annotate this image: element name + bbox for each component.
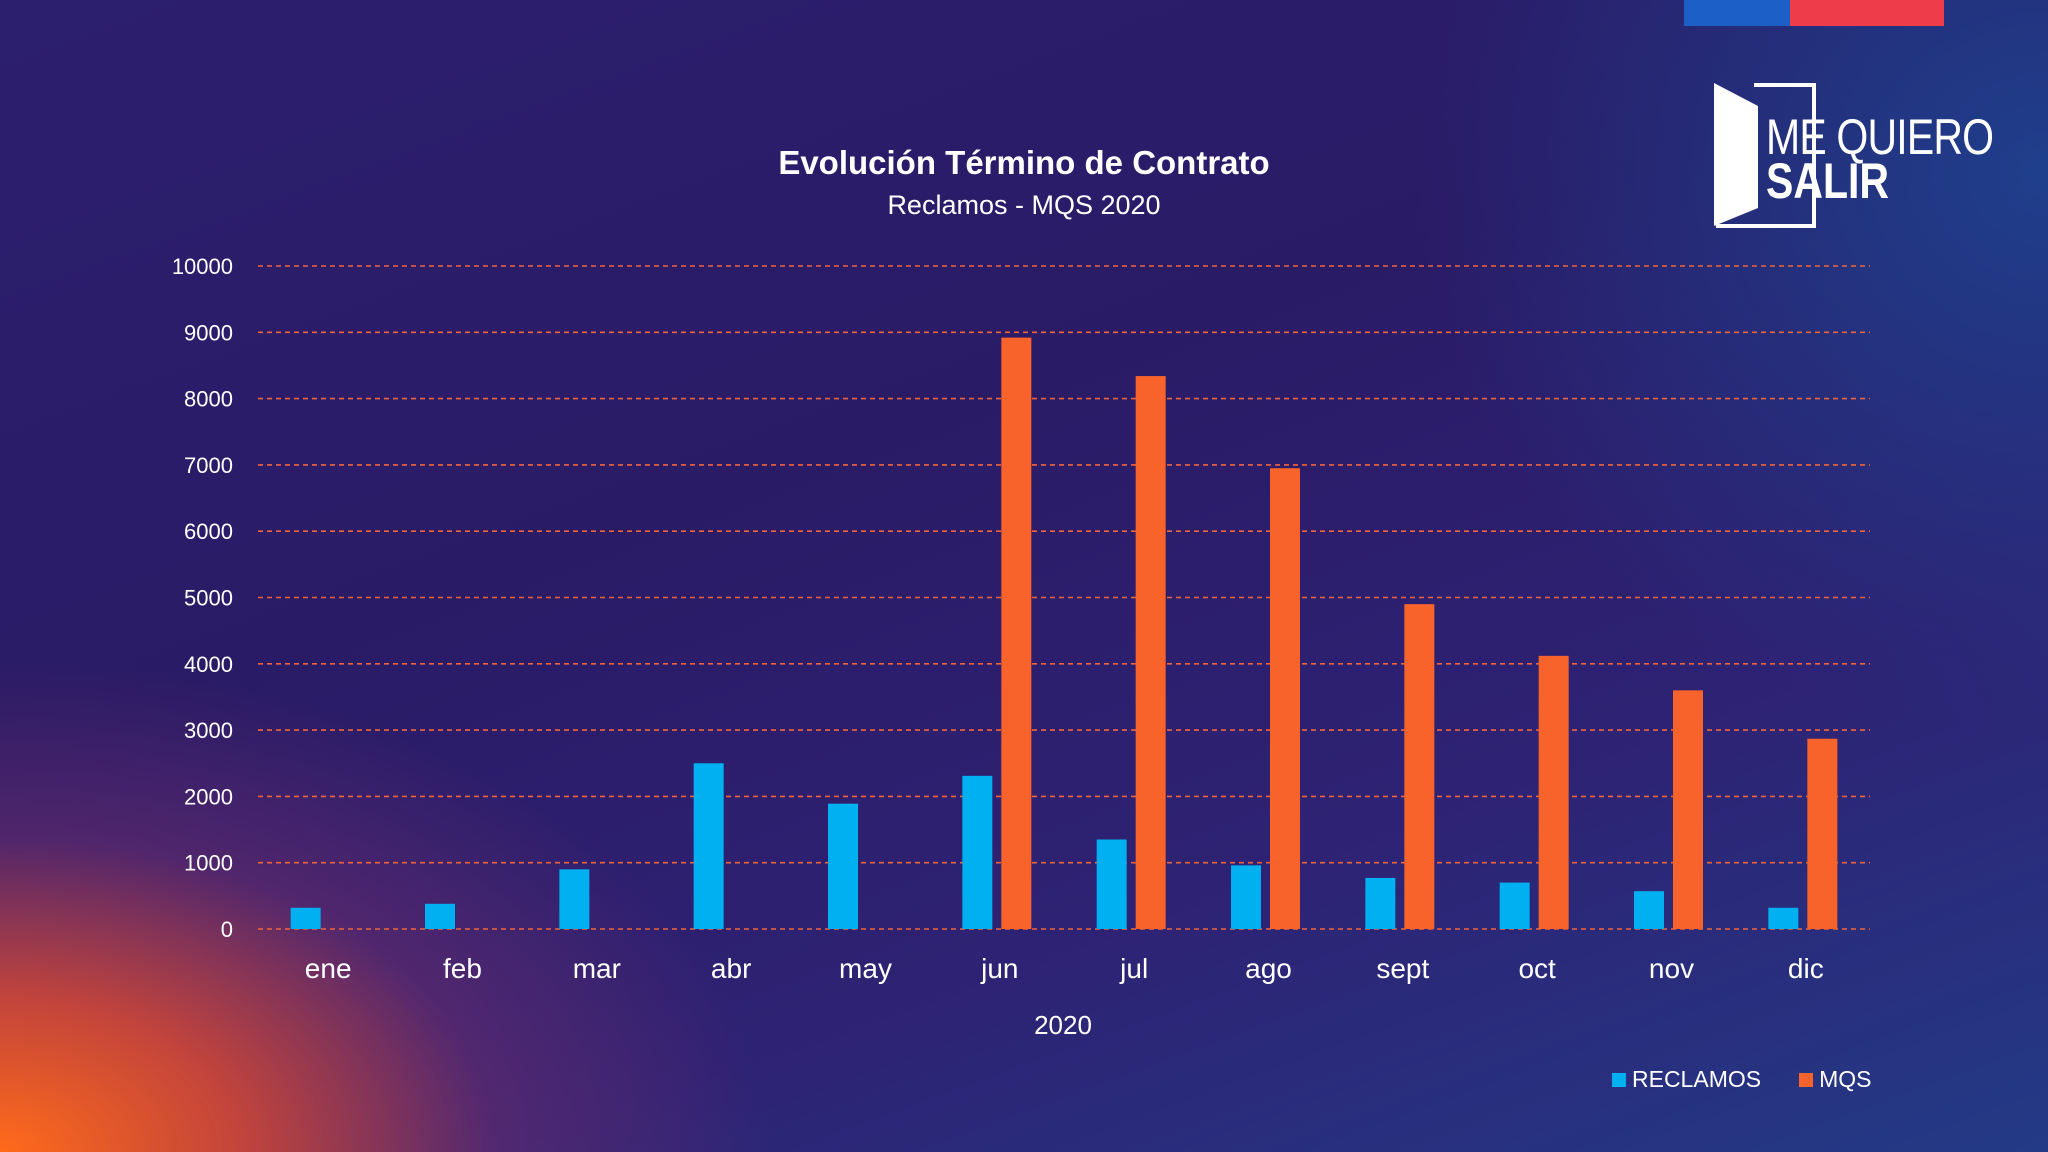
- y-tick-label: 6000: [184, 519, 233, 544]
- x-axis-title: 2020: [1034, 1010, 1092, 1040]
- bar-reclamos-jul: [1096, 839, 1127, 929]
- y-tick-label: 9000: [184, 320, 233, 345]
- bar-reclamos-abr: [693, 763, 724, 929]
- x-tick-label: ene: [305, 953, 352, 984]
- y-tick-label: 3000: [184, 718, 233, 743]
- chart-title: Evolución Término de Contrato: [778, 144, 1270, 181]
- bar-reclamos-ene: [290, 907, 321, 929]
- y-tick-label: 5000: [184, 586, 233, 611]
- x-tick-label: oct: [1518, 953, 1556, 984]
- y-tick-label: 1000: [184, 851, 233, 876]
- x-tick-label: may: [839, 953, 892, 984]
- bar-reclamos-nov: [1634, 891, 1664, 929]
- bar-mqs-sept: [1404, 604, 1435, 929]
- x-tick-label: sept: [1376, 953, 1429, 984]
- y-tick-label: 10000: [172, 254, 233, 279]
- bar-reclamos-jun: [962, 775, 993, 929]
- bar-reclamos-ago: [1231, 865, 1261, 929]
- x-tick-label: jun: [980, 953, 1018, 984]
- bar-mqs-jun: [1001, 337, 1032, 929]
- door-logo-icon: [1714, 83, 1816, 228]
- x-tick-label: abr: [711, 953, 751, 984]
- flag-stripe-blue: [1684, 0, 1790, 26]
- y-tick-label: 8000: [184, 387, 233, 412]
- legend-label-reclamos: RECLAMOS: [1632, 1066, 1762, 1092]
- bar-mqs-dic: [1807, 738, 1838, 929]
- chart-subtitle: Reclamos - MQS 2020: [887, 190, 1161, 220]
- bar-reclamos-sept: [1365, 877, 1396, 929]
- legend-swatch-reclamos: [1612, 1072, 1626, 1087]
- legend-item-reclamos: RECLAMOS: [1612, 1066, 1761, 1093]
- legend-label-mqs: MQS: [1819, 1066, 1872, 1092]
- x-tick-label: dic: [1788, 953, 1824, 984]
- bar-reclamos-oct: [1499, 882, 1530, 929]
- x-tick-label: ago: [1245, 953, 1292, 984]
- bar-reclamos-feb: [425, 903, 455, 929]
- x-tick-label: jul: [1119, 953, 1148, 984]
- y-tick-label: 7000: [184, 453, 233, 478]
- bar-reclamos-may: [828, 803, 858, 929]
- y-tick-label: 4000: [184, 652, 233, 677]
- flag-stripe-red: [1790, 0, 1944, 26]
- x-tick-label: mar: [573, 953, 621, 984]
- logo-text-bottom: SALIR: [1766, 153, 1889, 209]
- x-tick-label: nov: [1649, 953, 1694, 984]
- bar-reclamos-dic: [1768, 907, 1799, 929]
- bar-mqs-nov: [1673, 690, 1703, 929]
- chart-legend: RECLAMOS MQS: [1612, 1066, 1871, 1093]
- legend-item-mqs: MQS: [1799, 1066, 1871, 1093]
- bar-mqs-oct: [1538, 655, 1569, 929]
- legend-swatch-mqs: [1799, 1072, 1814, 1087]
- y-tick-label: 2000: [184, 784, 233, 809]
- bar-mqs-jul: [1135, 376, 1166, 930]
- bar-mqs-ago: [1270, 468, 1300, 929]
- x-tick-label: feb: [443, 953, 482, 984]
- y-tick-label: 0: [221, 917, 233, 942]
- logo-text-top: ME QUIERO: [1766, 109, 1994, 165]
- bar-reclamos-mar: [559, 869, 590, 929]
